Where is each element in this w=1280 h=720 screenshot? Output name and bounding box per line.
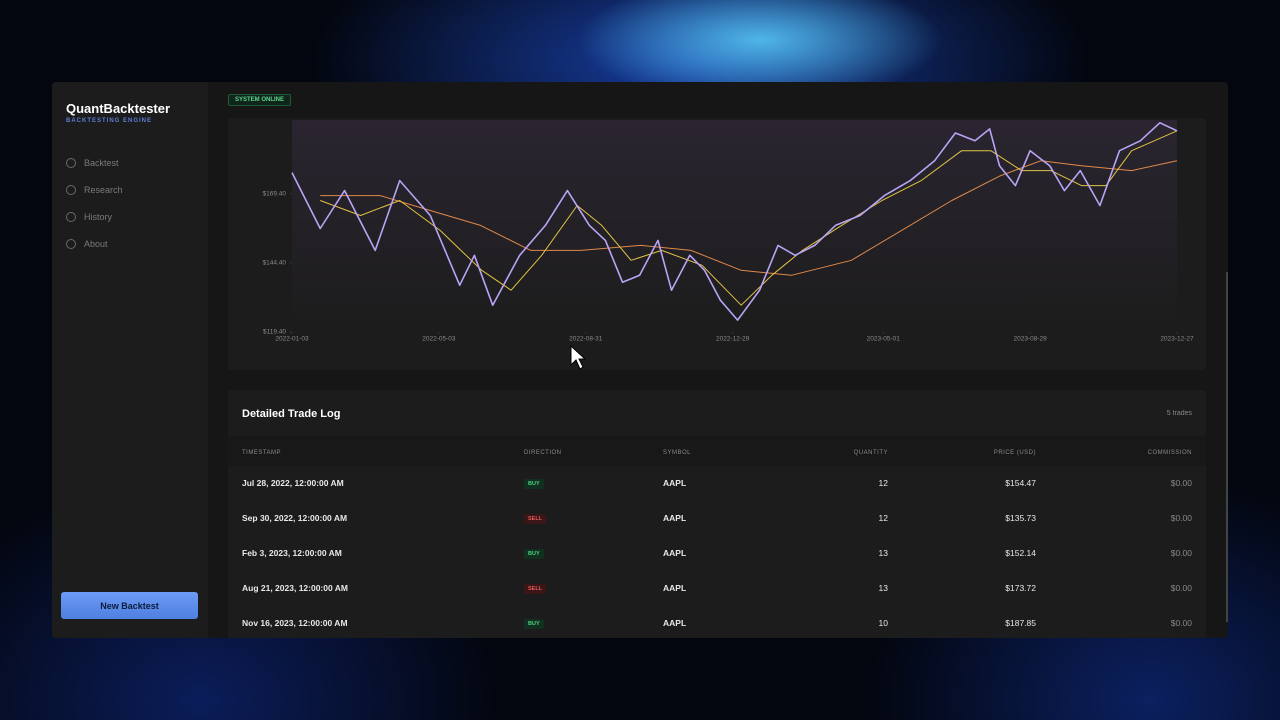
table-cell: Feb 3, 2023, 12:00:00 AM [242,548,342,558]
chart-card: $119.40 $144.40 $169.40 2022-01-03 2022-05-0… [228,118,1206,370]
nav-label[interactable]: Research [84,185,123,195]
nav-label[interactable]: History [84,212,113,222]
table-cell: $0.00 [1170,548,1192,558]
table-cell: $154.47 [1005,478,1036,488]
new-backtest-button[interactable]: New Backtest [61,592,198,619]
y-tick-label: $119.40 [263,329,286,336]
scrollbar [1226,272,1228,622]
x-tick-label: 2022-01-03 [275,336,309,343]
y-tick-label: $169.40 [263,190,287,197]
table-cell: Nov 16, 2023, 12:00:00 AM [242,618,348,628]
table-cell: AAPL [663,513,687,523]
table-cell: Aug 21, 2023, 12:00:00 AM [242,583,348,593]
x-tick-label: 2022-12-29 [716,336,750,343]
column-header: TIMESTAMP [242,450,282,456]
status-badge: SYSTEM ONLINE [228,94,292,106]
nav-label[interactable]: About [84,239,108,249]
table-cell: AAPL [663,618,687,628]
table-cell: Jul 28, 2022, 12:00:00 AM [242,478,344,488]
chart: $119.40 $144.40 $169.40 2022-01-03 2022-05-0… [263,120,1194,343]
table-cell: $135.73 [1005,513,1036,523]
y-tick-label: $144.40 [263,260,287,267]
x-tick-label: 2022-05-03 [422,336,456,343]
trade-count: 5 trades [1166,410,1192,417]
table-cell: 13 [878,548,888,558]
table-cell: AAPL [663,583,687,593]
app-name: QuantBacktester [66,101,171,116]
table-cell: $0.00 [1170,513,1192,523]
nav-item[interactable]: Backtest [66,158,119,168]
table-cell: $0.00 [1170,478,1192,488]
trade-log-card: Detailed Trade Log 5 trades TIMESTAMP DIR… [228,390,1206,638]
direction-tag: BUY [524,619,544,629]
trade-log-title: Detailed Trade Log [242,408,341,420]
table-cell: 13 [878,583,888,593]
direction-tag: SELL [524,584,547,594]
table-cell: $152.14 [1005,548,1036,558]
nav-item[interactable]: About [66,239,108,249]
x-tick-label: 2023-12-27 [1160,336,1194,343]
table-cell: $187.85 [1005,618,1036,628]
table-cell: $173.72 [1005,583,1036,593]
x-tick-label: 2023-05-01 [867,336,901,343]
table-header [228,436,1206,466]
price-line [320,130,1178,306]
table-cell: 10 [878,618,888,628]
table-cell: AAPL [663,478,687,488]
table-cell: 12 [878,513,888,523]
nav-item[interactable]: History [66,212,112,222]
direction-tag: BUY [524,549,544,559]
direction-tag: SELL [524,514,547,524]
column-header: DIRECTION [524,450,562,456]
column-header: SYMBOL [663,450,692,456]
price-line [291,122,1178,321]
nav-item[interactable]: Research [66,185,123,195]
direction-tag: BUY [524,479,544,489]
column-header: QUANTITY [853,450,888,456]
x-tick-label: 2023-08-29 [1013,336,1047,343]
column-header: COMMISSION [1147,450,1192,456]
table-cell: AAPL [663,548,687,558]
nav-label[interactable]: Backtest [84,158,119,168]
table-cell: Sep 30, 2022, 12:00:00 AM [242,513,348,523]
table-cell: 12 [878,478,888,488]
table-cell: $0.00 [1170,583,1192,593]
mouse-cursor [570,345,586,370]
app-window: QuantBacktester BACKTESTING ENGINE Backt… [52,82,1228,638]
plot-area [292,120,1177,332]
app-subtitle: BACKTESTING ENGINE [66,118,153,124]
x-tick-label: 2022-08-31 [569,336,603,343]
table-cell: $0.00 [1170,618,1192,628]
column-header: PRICE (USD) [993,450,1036,456]
sidebar: QuantBacktester BACKTESTING ENGINE Backt… [52,82,208,638]
